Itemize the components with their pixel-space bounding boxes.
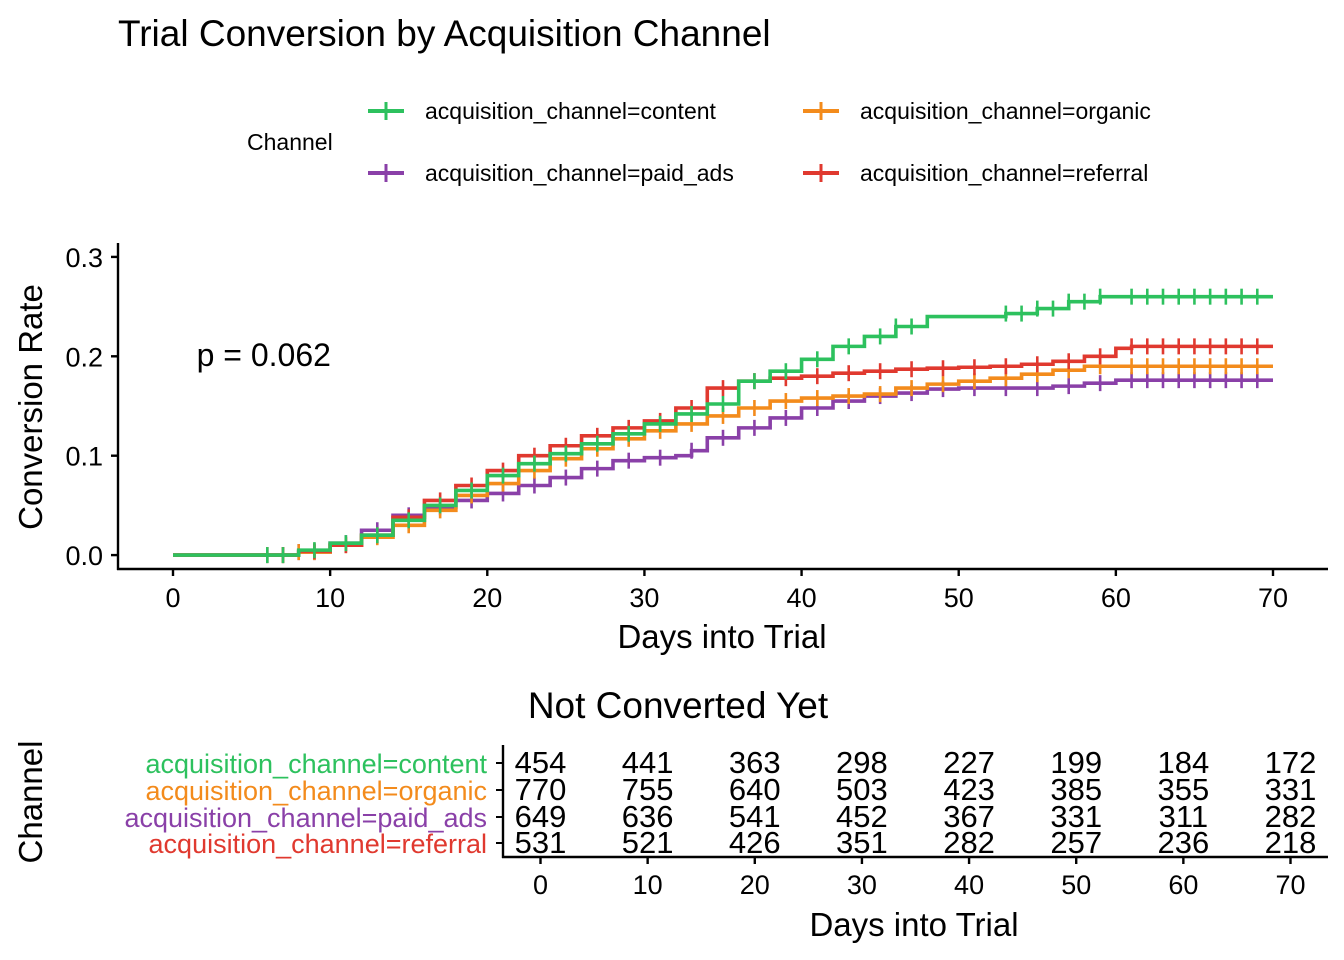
risk-count: 236 <box>1157 825 1209 860</box>
legend-entry-label: acquisition_channel=referral <box>860 160 1148 186</box>
legend-entry: acquisition_channel=referral <box>803 160 1148 186</box>
risk-x-tick-label: 30 <box>847 870 877 900</box>
risk-count: 184 <box>1157 745 1209 780</box>
y-tick-label: 0.1 <box>65 442 103 472</box>
risk-count: 636 <box>622 799 674 834</box>
risk-row-paid_ads: acquisition_channel=paid_ads 649 636 541 452… <box>124 799 1316 834</box>
x-tick-label: 70 <box>1258 583 1288 613</box>
survival-step-line <box>173 378 1273 557</box>
risk-count: 423 <box>943 772 995 807</box>
risk-count: 541 <box>729 799 781 834</box>
risk-row-content: acquisition_channel=content 454 441 363 298 2… <box>145 745 1316 780</box>
risk-count: 649 <box>515 799 567 834</box>
risk-count: 282 <box>1265 799 1317 834</box>
plot-area: 0.0 0.1 0.2 0.3 0 10 20 30 40 50 60 70 p = 0.062 C… <box>12 243 1328 655</box>
risk-count: 385 <box>1050 772 1102 807</box>
series-content <box>173 288 1273 564</box>
x-tick-label: 40 <box>787 583 817 613</box>
x-tick-label: 20 <box>472 583 502 613</box>
risk-count: 503 <box>836 772 888 807</box>
y-tick-label: 0.0 <box>65 541 103 571</box>
risk-count: 454 <box>515 745 567 780</box>
risk-count: 298 <box>836 745 888 780</box>
x-tick-label: 10 <box>315 583 345 613</box>
x-axis-label: Days into Trial <box>617 618 826 655</box>
y-tick-label: 0.3 <box>65 243 103 273</box>
risk-count: 331 <box>1265 772 1317 807</box>
risk-x-tick-label: 40 <box>954 870 984 900</box>
risk-row-label: acquisition_channel=referral <box>149 829 487 859</box>
risk-x-tick-label: 60 <box>1168 870 1198 900</box>
survival-step-line <box>173 294 1273 557</box>
risk-count: 227 <box>943 745 995 780</box>
survival-step-line <box>173 344 1273 557</box>
risk-count: 331 <box>1050 799 1102 834</box>
risk-row-referral: acquisition_channel=referral 531 521 426 351… <box>149 825 1317 860</box>
chart-title: Trial Conversion by Acquisition Channel <box>118 13 771 54</box>
risk-count: 172 <box>1265 745 1317 780</box>
risk-count: 351 <box>836 825 888 860</box>
risk-count: 452 <box>836 799 888 834</box>
risk-count: 311 <box>1159 799 1208 834</box>
risk-x-tick-label: 0 <box>533 870 548 900</box>
risk-row-label: acquisition_channel=paid_ads <box>124 803 487 833</box>
x-tick-label: 30 <box>629 583 659 613</box>
series-referral <box>173 338 1273 564</box>
risk-count: 282 <box>943 825 995 860</box>
risk-x-tick-label: 70 <box>1275 870 1305 900</box>
risk-count: 355 <box>1157 772 1209 807</box>
legend-entry: acquisition_channel=paid_ads <box>368 160 734 186</box>
risk-table-title: Not Converted Yet <box>528 685 829 726</box>
x-tick-label: 0 <box>165 583 180 613</box>
x-tick-label: 50 <box>944 583 974 613</box>
y-tick-label: 0.2 <box>65 342 103 372</box>
x-tick-label: 60 <box>1101 583 1131 613</box>
risk-count: 257 <box>1050 825 1102 860</box>
risk-table-y-label: Channel <box>12 741 49 864</box>
risk-count: 426 <box>729 825 781 860</box>
legend-entry: acquisition_channel=organic <box>803 98 1151 124</box>
risk-x-tick-label: 50 <box>1061 870 1091 900</box>
risk-row-label: acquisition_channel=organic <box>146 776 488 806</box>
risk-count: 367 <box>943 799 995 834</box>
legend-entry: acquisition_channel=content <box>368 98 717 124</box>
legend-title: Channel <box>247 129 333 155</box>
legend-entry-label: acquisition_channel=organic <box>860 98 1151 124</box>
risk-count: 218 <box>1265 825 1317 860</box>
risk-count: 531 <box>515 825 567 860</box>
risk-count: 521 <box>622 825 674 860</box>
risk-count: 441 <box>622 745 674 780</box>
risk-x-tick-label: 10 <box>633 870 663 900</box>
risk-count: 640 <box>729 772 781 807</box>
risk-x-tick-label: 20 <box>740 870 770 900</box>
risk-count: 755 <box>622 772 674 807</box>
legend-entry-label: acquisition_channel=paid_ads <box>425 160 734 186</box>
y-axis-label: Conversion Rate <box>12 284 49 530</box>
risk-table: Not Converted Yet Channel acquisition_ch… <box>12 685 1328 943</box>
risk-row-label: acquisition_channel=content <box>145 749 487 779</box>
risk-count: 770 <box>515 772 567 807</box>
risk-table-x-label: Days into Trial <box>809 906 1018 943</box>
legend-entry-label: acquisition_channel=content <box>425 98 717 124</box>
risk-count: 199 <box>1050 745 1102 780</box>
risk-count: 363 <box>729 745 781 780</box>
risk-row-organic: acquisition_channel=organic 770 755 640 503 4… <box>146 772 1317 807</box>
p-value-annotation: p = 0.062 <box>197 337 331 373</box>
